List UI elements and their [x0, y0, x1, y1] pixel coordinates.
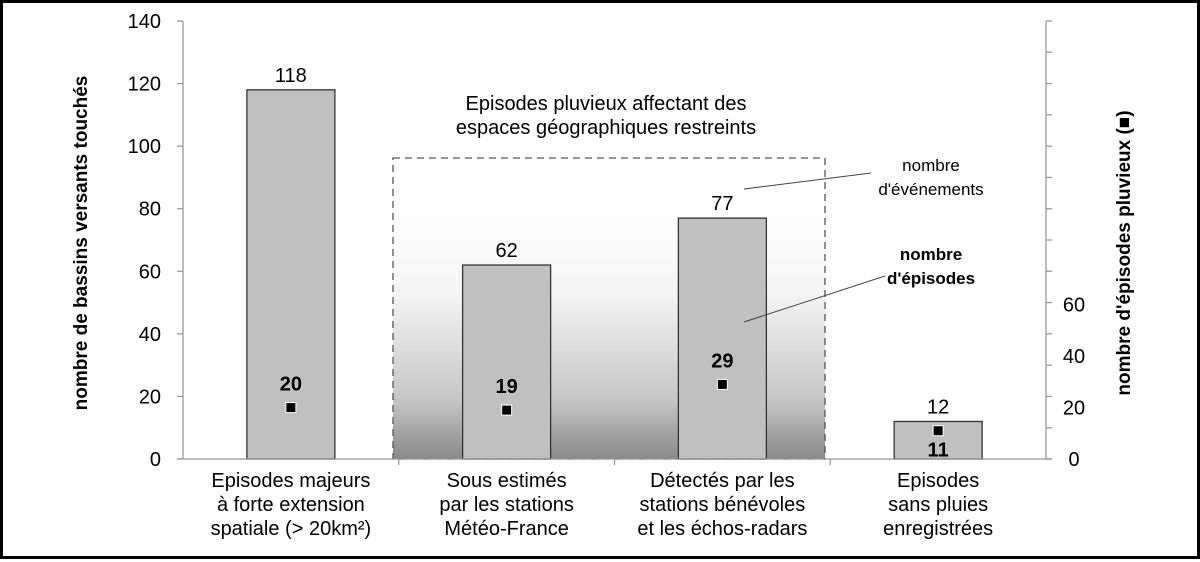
- annotation-box-title: espaces géographiques restreints: [456, 117, 756, 139]
- bar-value-label: 118: [275, 65, 307, 87]
- bar-value-label: 77: [711, 193, 733, 215]
- category-label: Détectés par les: [650, 470, 795, 492]
- bar-value-label: 12: [927, 396, 949, 418]
- category-label: Episodes: [897, 470, 979, 492]
- annotation-episodes-leader: [743, 275, 886, 323]
- category-label: Episodes majeurs: [211, 470, 370, 492]
- episode-value-label: 11: [928, 440, 949, 462]
- category-label: spatiale (> 20km²): [211, 518, 372, 540]
- episode-marker: [932, 425, 944, 437]
- episode-marker: [285, 402, 297, 414]
- y2-tick-label: 0: [1068, 449, 1079, 471]
- episode-marker: [716, 378, 728, 390]
- y-tick-label: 140: [128, 11, 161, 33]
- bar: [677, 217, 768, 460]
- annotation-episodes-label: nombre: [900, 245, 962, 264]
- category-label: Sous estimés: [447, 470, 567, 492]
- bar-value-label: 62: [496, 240, 518, 262]
- category-label: et les échos-radars: [637, 518, 807, 540]
- episode-value-label: 20: [280, 374, 302, 396]
- y-tick-label: 120: [128, 74, 161, 96]
- annotation-events-label: nombre: [902, 156, 960, 175]
- y-tick-label: 0: [150, 449, 161, 471]
- annotation-events-leader: [743, 172, 872, 190]
- y2-tick-label: 20: [1063, 398, 1085, 420]
- category-label: à forte extension: [217, 494, 365, 516]
- y-tick-label: 100: [128, 136, 161, 158]
- bar: [246, 89, 336, 460]
- y-tick-label: 40: [139, 324, 161, 346]
- episode-marker: [501, 404, 513, 416]
- y2-tick-label: 60: [1063, 295, 1085, 317]
- y-tick-label: 60: [139, 261, 161, 283]
- category-label: par les stations: [439, 494, 574, 516]
- annotation-box-title: Episodes pluvieux affectant des: [466, 93, 747, 115]
- bar: [461, 264, 552, 460]
- y-axis-title-right: nombre d'épisodes pluvieux (■): [1114, 110, 1135, 395]
- category-label: enregistrées: [883, 518, 993, 540]
- annotation-events-label: d'événements: [878, 180, 983, 199]
- bar-chart: 0 20 40 60 80 100 120 140 0 20 40 60 118 62 77 12 20 19 29…: [71, 11, 1135, 540]
- annotation-episodes-label: d'épisodes: [887, 269, 975, 288]
- category-label: sans pluies: [888, 494, 988, 516]
- y-axis-title-left: nombre de bassins versants touchés: [71, 76, 92, 411]
- category-label: Météo-France: [444, 518, 569, 540]
- y-tick-label: 20: [139, 386, 161, 408]
- episode-value-label: 19: [496, 376, 518, 398]
- category-label: stations bénévoles: [640, 494, 806, 516]
- y-tick-label: 80: [139, 199, 161, 221]
- episode-value-label: 29: [711, 350, 733, 372]
- y2-tick-label: 40: [1063, 346, 1085, 368]
